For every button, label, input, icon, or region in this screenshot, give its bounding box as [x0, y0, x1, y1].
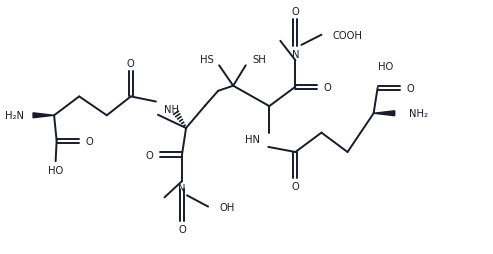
- Text: HN: HN: [246, 135, 260, 145]
- Text: O: O: [291, 181, 299, 191]
- Text: O: O: [324, 82, 332, 92]
- Text: COOH: COOH: [332, 30, 362, 41]
- Text: O: O: [406, 83, 414, 93]
- Text: SH: SH: [252, 55, 266, 65]
- Polygon shape: [33, 113, 54, 118]
- Text: O: O: [291, 7, 299, 17]
- Text: O: O: [85, 136, 93, 146]
- Text: N: N: [178, 183, 186, 194]
- Text: NH₂: NH₂: [409, 109, 428, 119]
- Text: HS: HS: [200, 55, 214, 65]
- Text: H₂N: H₂N: [5, 111, 24, 121]
- Text: O: O: [127, 59, 135, 69]
- Text: O: O: [146, 150, 153, 160]
- Text: OH: OH: [219, 202, 234, 212]
- Text: N: N: [292, 49, 299, 59]
- Text: HO: HO: [48, 165, 63, 175]
- Text: HO: HO: [378, 62, 393, 72]
- Text: NH: NH: [165, 104, 179, 114]
- Text: O: O: [178, 224, 186, 234]
- Polygon shape: [374, 111, 395, 116]
